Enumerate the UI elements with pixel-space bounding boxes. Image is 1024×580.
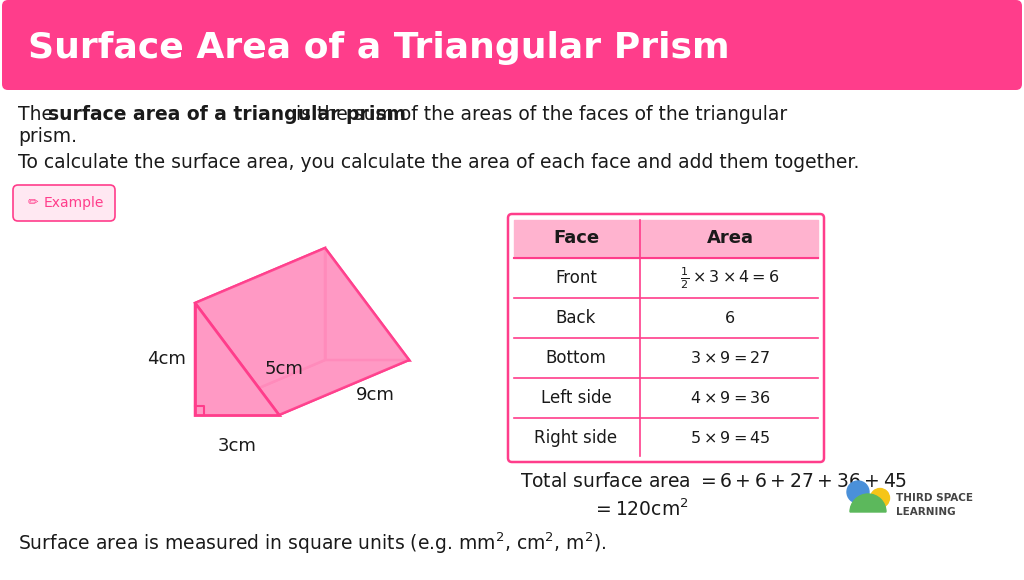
Text: is the sum of the areas of the faces of the triangular: is the sum of the areas of the faces of … [290,105,787,124]
FancyBboxPatch shape [13,185,115,221]
Polygon shape [195,360,409,415]
Text: THIRD SPACE: THIRD SPACE [896,493,973,503]
Text: The: The [18,105,59,124]
Text: $5 \times 9 = 45$: $5 \times 9 = 45$ [690,430,770,446]
Text: Area: Area [707,229,754,247]
Polygon shape [325,248,409,360]
Text: $\frac{1}{2} \times 3 \times 4 = 6$: $\frac{1}{2} \times 3 \times 4 = 6$ [680,265,779,291]
Text: Surface Area of a Triangular Prism: Surface Area of a Triangular Prism [28,31,730,65]
Text: ✏: ✏ [28,197,39,209]
Text: 3cm: 3cm [217,437,256,455]
Text: prism.: prism. [18,127,77,146]
Polygon shape [195,248,325,415]
Text: Example: Example [44,196,104,210]
FancyBboxPatch shape [2,0,1022,90]
Text: To calculate the surface area, you calculate the area of each face and add them : To calculate the surface area, you calcu… [18,153,859,172]
Text: Left side: Left side [541,389,611,407]
Text: Surface area is measured in square units (e.g. $\mathrm{mm}^2$, $\mathrm{cm}^2$,: Surface area is measured in square units… [18,530,606,556]
Text: Face: Face [553,229,599,247]
FancyBboxPatch shape [508,214,824,462]
Text: Bottom: Bottom [546,349,606,367]
Text: $3 \times 9 = 27$: $3 \times 9 = 27$ [690,350,770,366]
Text: Front: Front [555,269,597,287]
Text: $6$: $6$ [724,310,735,326]
Polygon shape [195,303,279,415]
Text: 4cm: 4cm [147,350,186,368]
Text: 5cm: 5cm [265,360,304,378]
Text: 9cm: 9cm [356,386,395,404]
Polygon shape [195,248,409,415]
Text: $= 120\mathrm{cm}^2$: $= 120\mathrm{cm}^2$ [592,498,689,520]
Text: Back: Back [556,309,596,327]
Text: LEARNING: LEARNING [896,507,955,517]
Circle shape [847,481,869,503]
Text: surface area of a triangular prism: surface area of a triangular prism [48,105,406,124]
Circle shape [870,488,890,508]
Text: Total surface area $= 6 + 6 + 27 + 36 + 45$: Total surface area $= 6 + 6 + 27 + 36 + … [520,472,907,491]
Wedge shape [850,494,886,512]
Text: $4 \times 9 = 36$: $4 \times 9 = 36$ [689,390,770,406]
Text: Right side: Right side [535,429,617,447]
